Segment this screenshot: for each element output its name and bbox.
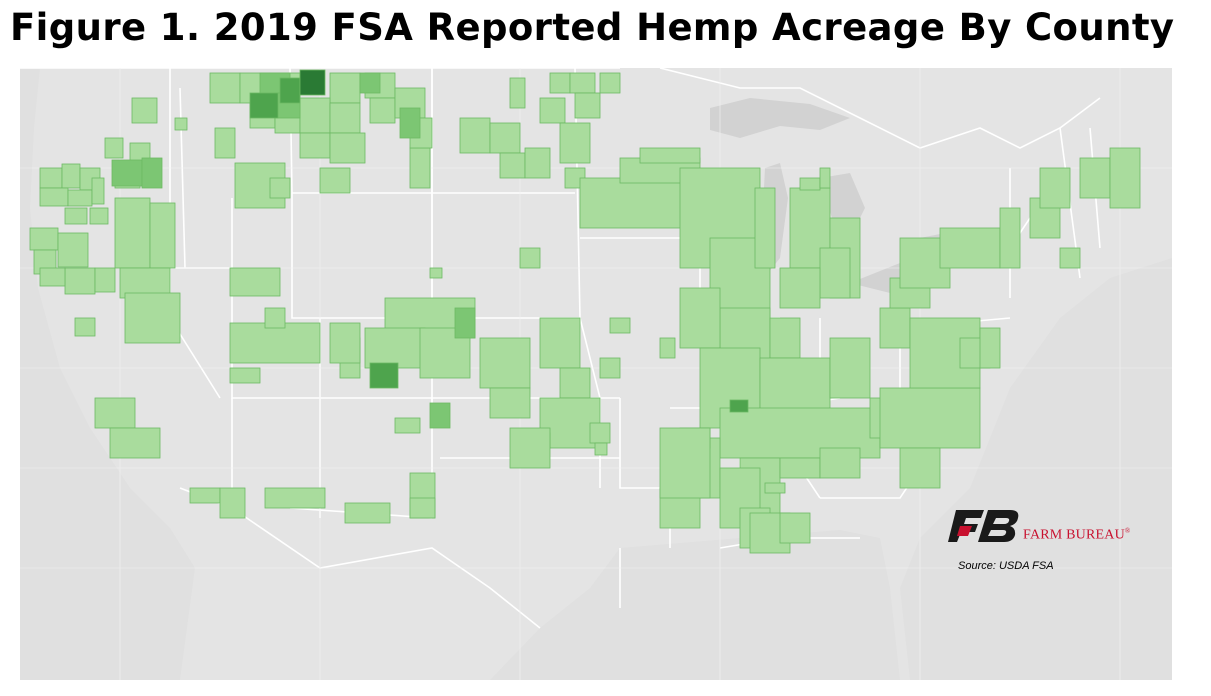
farm-bureau-logo: FARM BUREAU® (948, 508, 1178, 548)
hemp-counties (29, 69, 1141, 554)
counties-minnesota-wisconsin (579, 147, 861, 379)
counties-oregon (29, 197, 176, 337)
counties-kentucky-dark (729, 399, 749, 413)
lake-superior (710, 98, 850, 138)
counties-deep-south (719, 467, 811, 554)
counties-dakotas (459, 72, 621, 189)
logo-text: FARM BUREAU® (1023, 527, 1131, 543)
counties-montana-darkest (299, 69, 326, 96)
figure-title: Figure 1. 2019 FSA Reported Hemp Acreage… (10, 6, 1175, 49)
source-note: Source: USDA FSA (958, 560, 1054, 572)
counties-southern-plains (509, 422, 711, 499)
counties-southwest (189, 472, 436, 524)
hemp-acreage-map (20, 68, 1172, 680)
counties-montana (174, 72, 433, 209)
counties-montana-dark (249, 77, 301, 119)
us-county-map-svg (20, 68, 1172, 680)
gulf-of-mexico (490, 530, 900, 680)
counties-washington-medium (111, 157, 163, 189)
counties-colorado-dark (369, 362, 399, 389)
farm-bureau-fb-icon (948, 510, 1019, 542)
atlantic-ocean (900, 258, 1172, 680)
counties-great-basin (94, 267, 421, 459)
counties-carolinas (879, 147, 1141, 489)
pacific-ocean (20, 68, 195, 680)
